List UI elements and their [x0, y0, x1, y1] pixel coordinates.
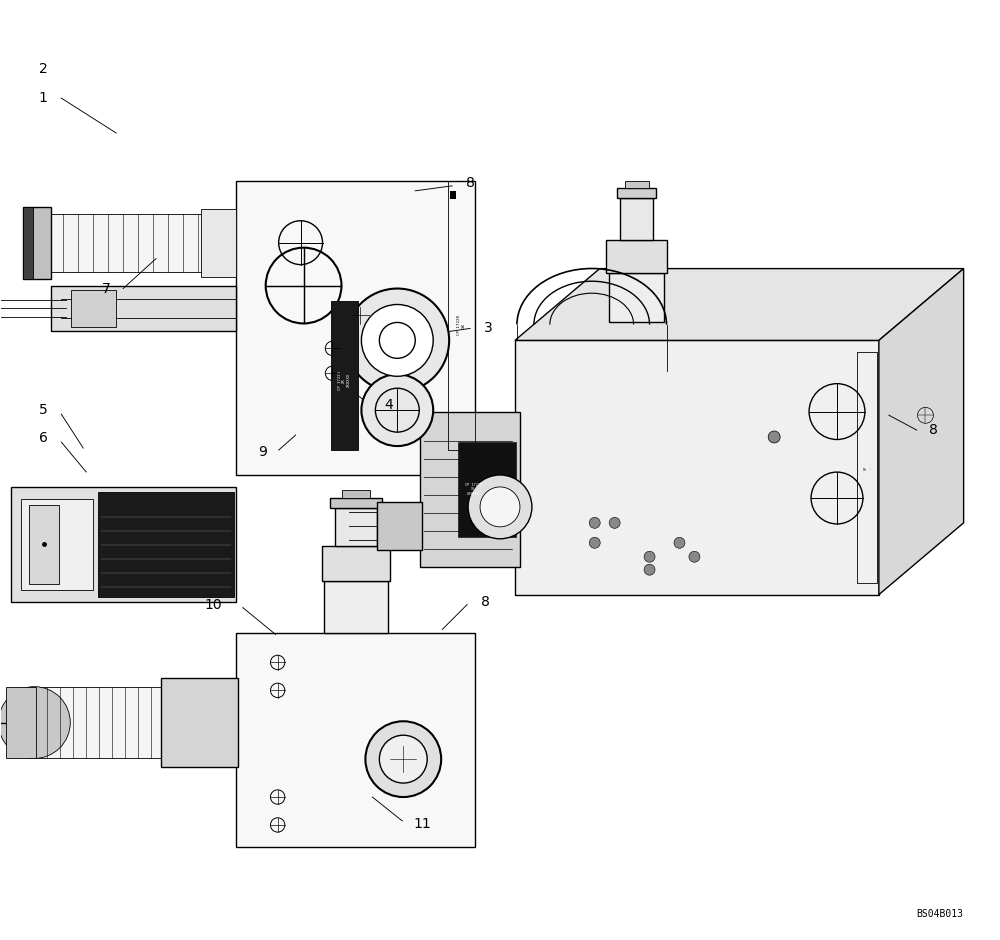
Text: BS04B013: BS04B013 [917, 909, 964, 918]
Circle shape [589, 538, 600, 548]
Text: 10: 10 [204, 598, 222, 612]
Bar [161, 678, 238, 767]
Bar [609, 273, 664, 322]
Bar [342, 490, 370, 498]
Text: CP 17228
XX
XXXXXX: CP 17228 XX XXXXXX [465, 483, 482, 496]
Text: CP 17228
XX: CP 17228 XX [457, 316, 466, 336]
Text: 2: 2 [39, 62, 48, 76]
Bar [6, 686, 36, 759]
Circle shape [609, 517, 620, 528]
Circle shape [379, 735, 427, 783]
Bar [335, 508, 377, 546]
Bar [330, 498, 382, 508]
Bar [617, 188, 656, 197]
Circle shape [0, 686, 70, 759]
Bar [420, 412, 520, 567]
Bar [324, 581, 388, 633]
Text: 5: 5 [39, 403, 48, 417]
Circle shape [644, 551, 655, 562]
Bar [448, 180, 475, 450]
Text: 7: 7 [102, 282, 111, 295]
Bar [458, 442, 516, 537]
Circle shape [689, 551, 700, 562]
Bar [377, 502, 422, 550]
Bar [98, 492, 234, 597]
Text: 9: 9 [258, 445, 267, 459]
Circle shape [361, 374, 433, 446]
Text: 8: 8 [929, 423, 938, 437]
Bar [71, 290, 116, 327]
Bar [331, 301, 358, 450]
Text: CP 17228
XX
XXXXXX: CP 17228 XX XXXXXX [338, 370, 351, 390]
Bar [625, 180, 649, 188]
Circle shape [674, 538, 685, 548]
Polygon shape [879, 269, 964, 595]
Bar [34, 686, 236, 759]
Circle shape [365, 721, 441, 797]
Bar [23, 207, 51, 278]
Text: SP
...: SP ... [864, 465, 872, 470]
Bar [620, 197, 653, 240]
Circle shape [768, 431, 780, 443]
Circle shape [345, 289, 449, 392]
Bar [51, 286, 236, 331]
Text: 8: 8 [481, 595, 489, 608]
Text: 8: 8 [466, 176, 475, 190]
Bar [11, 487, 236, 602]
Text: 11: 11 [413, 817, 431, 831]
Bar [515, 340, 879, 595]
Bar [48, 213, 236, 272]
Bar [29, 505, 59, 584]
Bar [23, 207, 33, 278]
Circle shape [644, 564, 655, 575]
Text: 3: 3 [484, 321, 492, 336]
Bar [322, 546, 390, 581]
Bar [201, 209, 236, 276]
Text: 6: 6 [39, 431, 48, 446]
Bar [236, 633, 475, 847]
Text: 4: 4 [384, 399, 393, 413]
Circle shape [480, 487, 520, 526]
Text: 1: 1 [39, 91, 48, 105]
Bar [450, 191, 456, 198]
Polygon shape [515, 269, 964, 340]
Bar [606, 240, 667, 273]
Circle shape [589, 517, 600, 528]
Bar [236, 180, 475, 475]
Bar [21, 499, 93, 589]
Bar [857, 352, 877, 583]
Circle shape [468, 475, 532, 539]
Circle shape [361, 305, 433, 376]
